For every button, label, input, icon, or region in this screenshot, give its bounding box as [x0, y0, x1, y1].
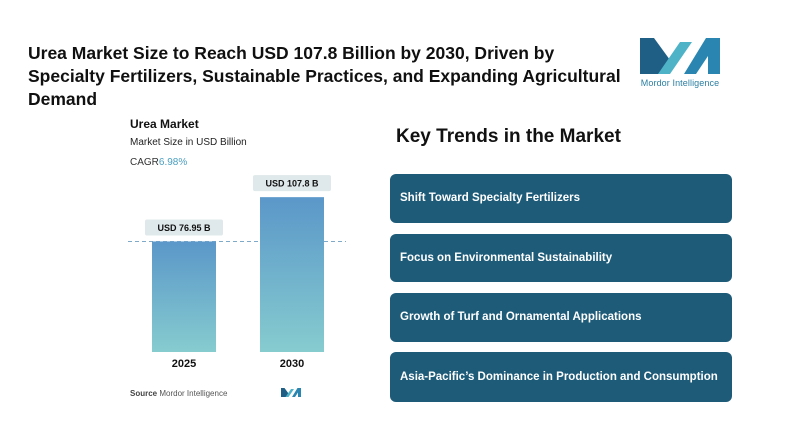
- logo-text: Mordor Intelligence: [640, 78, 720, 88]
- x-tick-label: 2025: [172, 358, 196, 370]
- mini-logo-icon: [281, 388, 301, 397]
- value-label-bg: [253, 175, 331, 192]
- chart-title: Urea Market: [130, 117, 199, 131]
- data-label: USD 76.95 B: [157, 223, 211, 233]
- x-tick-label: 2030: [280, 358, 304, 370]
- trend-label: Asia-Pacific’s Dominance in Production a…: [400, 370, 718, 383]
- bar-chart: USD 76.95 B 2025 USD 107.8 B 2030: [128, 175, 346, 370]
- trend-box: Asia-Pacific’s Dominance in Production a…: [390, 352, 732, 402]
- trend-label: Shift Toward Specialty Fertilizers: [400, 192, 580, 204]
- trend-label: Focus on Environmental Sustainability: [400, 251, 613, 264]
- cagr-label: CAGR: [130, 157, 159, 168]
- source-label: Source: [130, 389, 158, 398]
- source-note: Source Mordor Intelligence: [130, 389, 227, 398]
- trend-box: Shift Toward Specialty Fertilizers: [390, 174, 732, 223]
- trend-label: Growth of Turf and Ornamental Applicatio…: [400, 311, 642, 323]
- page-title: Urea Market Size to Reach USD 107.8 Bill…: [28, 43, 621, 109]
- data-label: USD 107.8 B: [265, 179, 319, 189]
- trend-box: Growth of Turf and Ornamental Applicatio…: [390, 293, 732, 342]
- cagr-text: CAGR6.98%: [130, 157, 187, 168]
- source-value: Mordor Intelligence: [159, 389, 228, 398]
- trends-title: Key Trends in the Market: [396, 126, 621, 147]
- mordor-logo-icon: [640, 38, 720, 74]
- trend-box: Focus on Environmental Sustainability: [390, 234, 732, 282]
- bar: [152, 241, 216, 352]
- brand-logo: Mordor Intelligence: [630, 38, 740, 94]
- cagr-value: 6.98%: [158, 157, 188, 168]
- value-label-bg: [145, 219, 223, 236]
- chart-subtitle: Market Size in USD Billion: [130, 137, 247, 148]
- bar: [260, 197, 324, 352]
